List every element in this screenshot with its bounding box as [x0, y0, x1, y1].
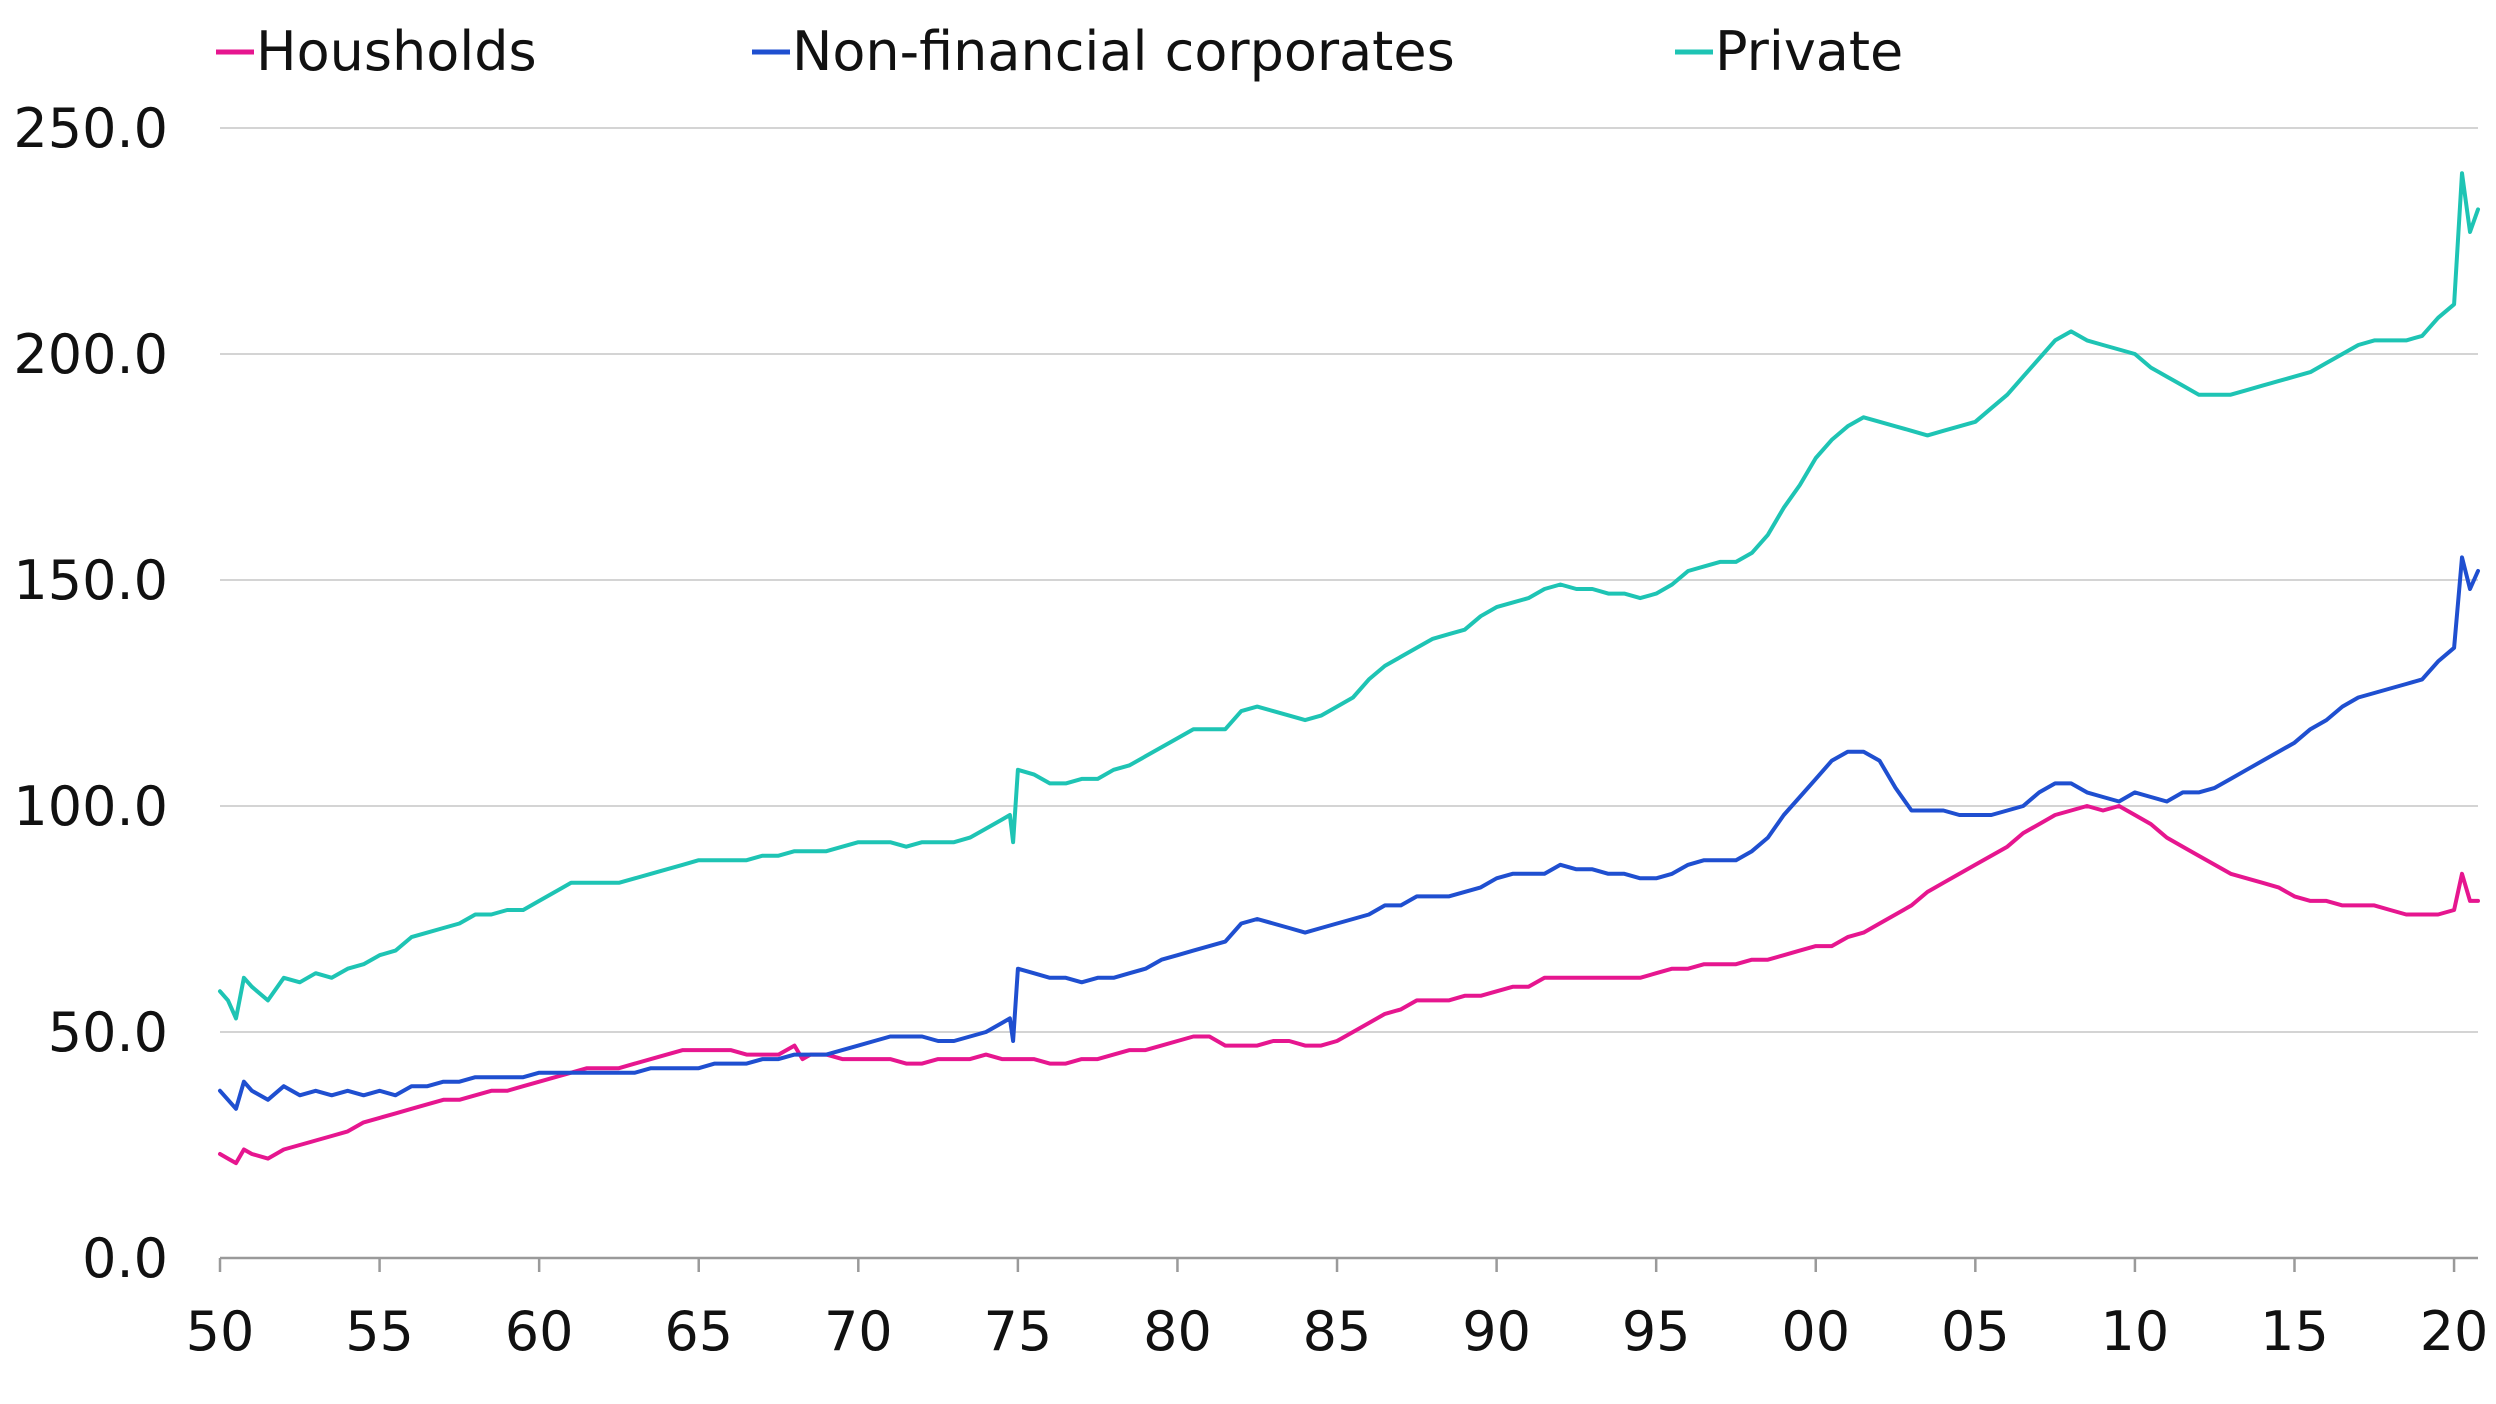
- x-tick-label: 10: [2101, 1300, 2170, 1363]
- y-axis: 0.0 50.0 100.0 150.0 200.0 250.0: [13, 97, 168, 1290]
- legend-label: Housholds: [256, 20, 537, 83]
- legend-item: Non-financial corporates: [752, 20, 1455, 83]
- y-tick-label: 250.0: [13, 97, 168, 160]
- x-tick-label: 80: [1143, 1300, 1212, 1363]
- x-tick-label: 95: [1622, 1300, 1691, 1363]
- x-tick-label: 90: [1462, 1300, 1531, 1363]
- x-tick-label: 05: [1941, 1300, 2010, 1363]
- y-tick-label: 0.0: [82, 1227, 168, 1290]
- x-tick-label: 65: [664, 1300, 733, 1363]
- x-tick-label: 55: [345, 1300, 414, 1363]
- x-tick-label: 15: [2260, 1300, 2329, 1363]
- legend-item: Private: [1675, 20, 1903, 83]
- series-line-private: [218, 171, 2480, 1021]
- y-tick-label: 100.0: [13, 775, 168, 838]
- x-tick-label: 00: [1781, 1300, 1850, 1363]
- legend-item: Housholds: [216, 20, 537, 83]
- x-tick-label: 85: [1303, 1300, 1372, 1363]
- legend-label: Non-financial corporates: [792, 20, 1455, 83]
- x-axis: 50 55 60 65 70 75 80 85 90 95 00 05 10 15 20: [186, 1256, 2489, 1363]
- x-tick-label: 70: [824, 1300, 893, 1363]
- series-lines: [218, 171, 2480, 1166]
- gridlines: [220, 127, 2478, 1033]
- y-tick-label: 50.0: [48, 1001, 168, 1064]
- series-line-non-financial-corporates: [218, 555, 2480, 1111]
- legend-label: Private: [1715, 20, 1903, 83]
- legend: Housholds Non-financial corporates Private: [216, 20, 1903, 83]
- y-tick-label: 150.0: [13, 549, 168, 612]
- x-tick-label: 50: [186, 1300, 255, 1363]
- series-line-housholds: [218, 804, 2480, 1166]
- x-tick-label: 60: [505, 1300, 574, 1363]
- y-tick-label: 200.0: [13, 323, 168, 386]
- x-tick-label: 20: [2420, 1300, 2489, 1363]
- x-tick-label: 75: [984, 1300, 1053, 1363]
